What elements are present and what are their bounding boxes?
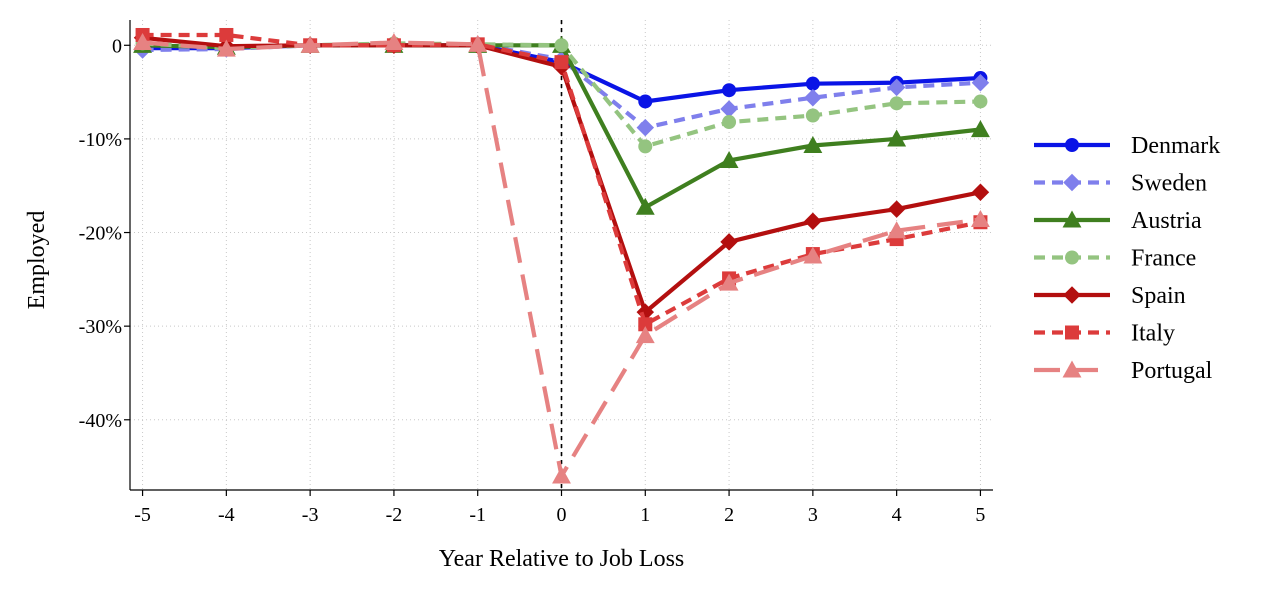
legend: Denmark Sweden Austria France Spain Italy Port… xyxy=(1034,133,1220,384)
data-point-austria xyxy=(970,120,990,138)
data-point-portugal xyxy=(719,273,739,291)
data-point-sweden xyxy=(804,88,822,107)
legend-marker-spain xyxy=(1063,286,1081,304)
data-point-france xyxy=(722,115,737,130)
legend-item-austria: Austria xyxy=(1034,208,1202,234)
data-point-italy xyxy=(219,27,234,42)
data-point-france xyxy=(554,38,569,53)
x-tick-label: 4 xyxy=(892,504,902,526)
legend-item-sweden: Sweden xyxy=(1034,171,1207,197)
x-tick-label: -1 xyxy=(469,504,486,526)
y-tick-label: -30% xyxy=(79,316,122,338)
data-point-spain xyxy=(887,200,906,218)
data-point-denmark xyxy=(805,76,820,91)
x-tick-label: 3 xyxy=(808,504,818,526)
data-point-austria xyxy=(635,197,655,215)
data-point-sweden xyxy=(971,73,990,92)
x-axis-title: Year Relative to Job Loss xyxy=(439,546,685,572)
legend-marker-portugal xyxy=(1062,360,1082,378)
legend-label-italy: Italy xyxy=(1131,321,1175,347)
data-point-spain xyxy=(804,212,822,231)
legend-marker-france xyxy=(1065,250,1079,265)
data-point-portugal xyxy=(300,35,320,53)
data-point-portugal xyxy=(635,326,655,344)
data-point-portugal xyxy=(133,33,153,51)
data-point-austria xyxy=(803,136,823,154)
x-tick-label: 5 xyxy=(975,504,985,526)
data-point-spain xyxy=(971,183,990,202)
data-point-portugal xyxy=(552,466,571,484)
data-point-italy xyxy=(554,55,569,70)
data-point-austria xyxy=(719,150,739,168)
data-point-denmark xyxy=(722,83,737,98)
y-tick-label: -20% xyxy=(79,223,122,245)
legend-item-france: France xyxy=(1034,246,1196,272)
legend-marker-italy xyxy=(1065,325,1079,340)
legend-item-spain: Spain xyxy=(1034,283,1186,309)
legend-label-denmark: Denmark xyxy=(1131,133,1220,159)
ticks-layer: -5 -4 -3 -2 -1 0 1 2 3 4 5 0 -10% -20% -30% -40% xyxy=(79,35,986,526)
data-point-sweden xyxy=(720,100,738,118)
x-tick-label: 1 xyxy=(640,504,650,526)
x-tick-label: -3 xyxy=(302,504,319,526)
data-point-portugal xyxy=(384,33,404,51)
data-point-austria xyxy=(887,129,907,147)
data-point-italy xyxy=(638,317,653,332)
y-tick-label: 0 xyxy=(112,35,122,57)
x-tick-label: -2 xyxy=(386,504,403,526)
legend-label-spain: Spain xyxy=(1131,283,1186,309)
legend-marker-denmark xyxy=(1065,138,1079,152)
legend-marker-sweden xyxy=(1063,173,1081,192)
x-tick-label: 2 xyxy=(724,504,734,526)
series-layer xyxy=(133,27,990,484)
data-point-sweden xyxy=(636,118,655,137)
legend-label-austria: Austria xyxy=(1131,208,1202,234)
data-point-france xyxy=(889,96,904,111)
legend-label-france: France xyxy=(1131,246,1196,272)
x-tick-label: -5 xyxy=(134,504,151,526)
legend-label-sweden: Sweden xyxy=(1131,171,1207,197)
data-point-portugal xyxy=(803,246,823,264)
legend-item-portugal: Portugal xyxy=(1034,358,1213,384)
data-point-france xyxy=(638,139,653,154)
series-portugal xyxy=(133,33,990,484)
legend-item-denmark: Denmark xyxy=(1034,133,1220,159)
legend-item-italy: Italy xyxy=(1034,321,1175,347)
data-point-portugal xyxy=(887,221,907,239)
data-point-portugal xyxy=(468,34,488,52)
data-point-france xyxy=(973,94,988,109)
y-axis-title: Employed xyxy=(24,211,50,310)
data-point-portugal xyxy=(216,39,236,57)
data-point-france xyxy=(805,108,820,123)
y-tick-label: -40% xyxy=(79,410,122,432)
data-point-denmark xyxy=(638,94,653,109)
legend-marker-austria xyxy=(1062,210,1082,228)
data-point-sweden xyxy=(887,78,906,97)
x-tick-label: 0 xyxy=(557,504,567,526)
data-point-spain xyxy=(720,233,738,251)
y-tick-label: -10% xyxy=(79,129,122,151)
data-point-portugal xyxy=(970,209,990,227)
x-tick-label: -4 xyxy=(218,504,235,526)
legend-label-portugal: Portugal xyxy=(1131,358,1213,384)
